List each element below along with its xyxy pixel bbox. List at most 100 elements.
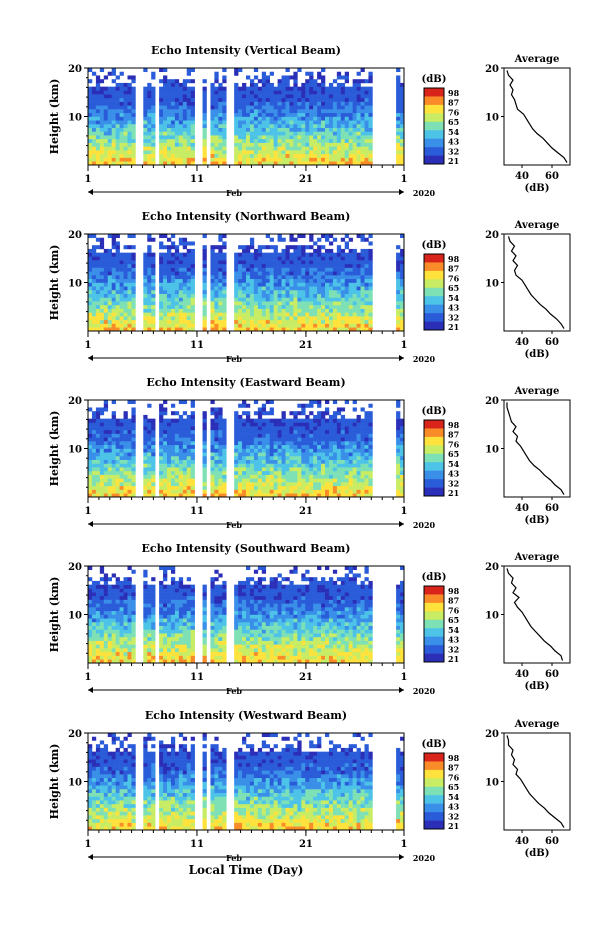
- heatmap-cell: [325, 319, 330, 324]
- heatmap-cell: [178, 131, 184, 136]
- heatmap-cell: [202, 301, 207, 306]
- heatmap-cell: [285, 267, 290, 272]
- heatmap-cell: [348, 463, 353, 468]
- heatmap-cell: [305, 426, 310, 431]
- heatmap-cell: [364, 86, 369, 91]
- heatmap-cell: [143, 316, 148, 321]
- heatmap-cell: [328, 252, 334, 257]
- heatmap-cell: [340, 301, 346, 306]
- heatmap-cell: [202, 433, 207, 438]
- heatmap-cell: [88, 263, 93, 268]
- heatmap-cell: [285, 463, 290, 468]
- heatmap-cell: [265, 94, 270, 99]
- heatmap-cell: [174, 441, 180, 446]
- heatmap-cell: [151, 455, 156, 460]
- heatmap-cell: [261, 493, 267, 498]
- heatmap-cell: [305, 493, 310, 498]
- heatmap-cell: [103, 603, 109, 608]
- heatmap-cell: [285, 256, 290, 261]
- heatmap-cell: [265, 150, 270, 155]
- heatmap-cell: [190, 463, 195, 468]
- heatmap-cell: [281, 260, 286, 265]
- heatmap-cell: [242, 441, 247, 446]
- heatmap-cell: [289, 485, 294, 490]
- heatmap-cell: [210, 316, 215, 321]
- heatmap-cell: [313, 97, 318, 102]
- heatmap-cell: [234, 437, 239, 442]
- heatmap-cell: [368, 271, 373, 276]
- heatmap-cell: [119, 323, 124, 328]
- heatmap-cell: [277, 304, 282, 309]
- heatmap-cell: [151, 433, 156, 438]
- heatmap-cell: [269, 474, 274, 479]
- heatmap-cell: [305, 327, 310, 332]
- heatmap-cell: [317, 297, 322, 302]
- heatmap-cell: [340, 153, 346, 158]
- heatmap-cell: [309, 463, 314, 468]
- heatmap-cell: [301, 248, 306, 253]
- heatmap-cell: [111, 603, 116, 608]
- heatmap-cell: [301, 323, 306, 328]
- heatmap-cell: [246, 245, 251, 250]
- heatmap-cell: [293, 308, 298, 313]
- heatmap-cell: [210, 489, 215, 494]
- heatmap-cell: [147, 308, 152, 313]
- heatmap-cell: [107, 105, 112, 110]
- heatmap-cell: [234, 327, 239, 332]
- heatmap-cell: [123, 245, 128, 250]
- heatmap-cell: [99, 636, 105, 641]
- colorbar-label: 43: [448, 469, 460, 479]
- heatmap-cell: [131, 323, 136, 328]
- heatmap-cell: [352, 105, 357, 110]
- heatmap-cell: [163, 79, 168, 84]
- heatmap-cell: [269, 400, 274, 405]
- heatmap-cell: [115, 312, 120, 317]
- heatmap-cell: [249, 135, 255, 140]
- heatmap-cell: [95, 161, 101, 166]
- heatmap-cell: [261, 245, 267, 250]
- heatmap-cell: [368, 260, 373, 265]
- heatmap-cell: [356, 437, 361, 442]
- heatmap-cell: [186, 157, 191, 162]
- heatmap-cell: [305, 478, 310, 483]
- heatmap-cell: [400, 433, 405, 438]
- heatmap-cell: [340, 426, 346, 431]
- heatmap-cell: [99, 146, 105, 151]
- heatmap-cell: [174, 79, 180, 84]
- y-tick-label: 20: [68, 230, 82, 241]
- heatmap-cell: [91, 282, 97, 287]
- heatmap-cell: [285, 127, 290, 132]
- heatmap-cell: [305, 441, 310, 446]
- heatmap-cell: [328, 241, 334, 246]
- heatmap-cell: [261, 316, 267, 321]
- heatmap-cell: [190, 308, 195, 313]
- heatmap-cell: [269, 97, 274, 102]
- heatmap-cell: [249, 97, 255, 102]
- heatmap-cell: [174, 467, 180, 472]
- heatmap-cell: [305, 97, 310, 102]
- heatmap-cell: [309, 127, 314, 132]
- heatmap-cell: [163, 485, 168, 490]
- heatmap-cell: [159, 301, 164, 306]
- heatmap-cell: [336, 82, 342, 87]
- heatmap-cell: [368, 252, 373, 257]
- heatmap-cell: [321, 441, 326, 446]
- heatmap-cell: [242, 312, 247, 317]
- heatmap-cell: [309, 485, 314, 490]
- heatmap-cell: [257, 323, 263, 328]
- heatmap-cell: [313, 142, 318, 147]
- heatmap-cell: [170, 79, 176, 84]
- heatmap-cell: [281, 138, 286, 143]
- heatmap-cell: [348, 467, 353, 472]
- heatmap-cell: [186, 455, 191, 460]
- heatmap-cell: [115, 286, 120, 291]
- colorbar-label: 98: [448, 254, 460, 264]
- heatmap-cell: [328, 319, 334, 324]
- heatmap-cell: [317, 448, 322, 453]
- heatmap-cell: [214, 319, 219, 324]
- heatmap-cell: [277, 297, 282, 302]
- heatmap-cell: [293, 437, 298, 442]
- heatmap-cell: [127, 109, 132, 114]
- heatmap-cell: [163, 86, 168, 91]
- heatmap-cell: [340, 452, 346, 457]
